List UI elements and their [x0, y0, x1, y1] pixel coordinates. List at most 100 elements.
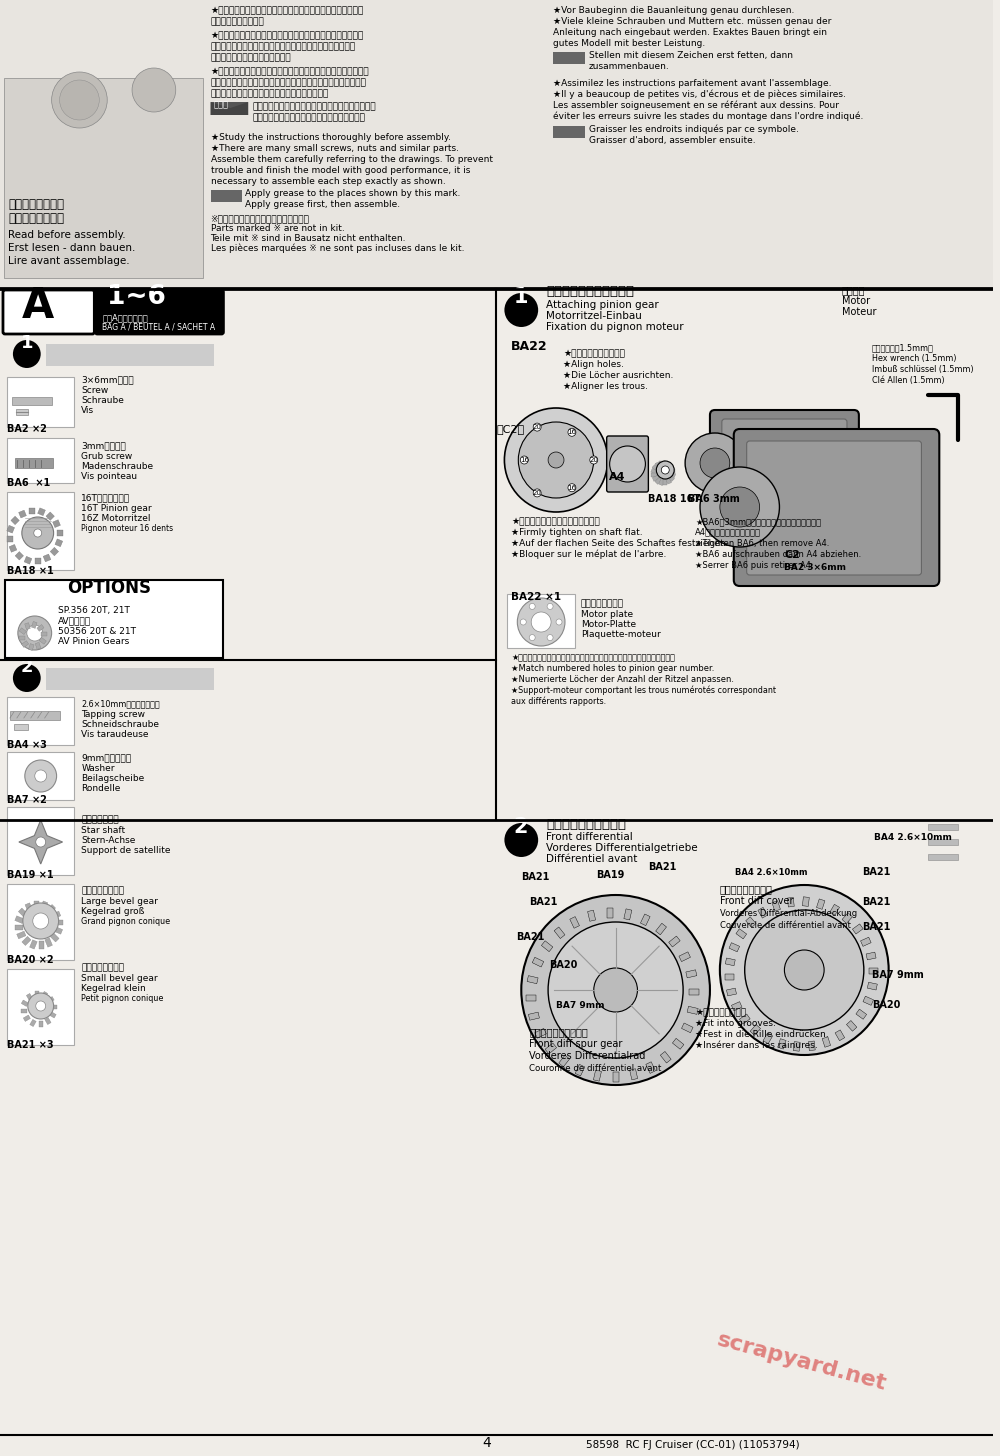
Text: 20: 20: [533, 489, 542, 496]
Bar: [593, 1070, 601, 1082]
Text: Rondelle: Rondelle: [81, 783, 121, 794]
Circle shape: [520, 456, 528, 464]
Text: 16Tピニオンギヤ: 16Tピニオンギヤ: [81, 494, 131, 502]
Circle shape: [656, 462, 674, 479]
Bar: [535, 1028, 546, 1038]
Text: BA7 9mm: BA7 9mm: [556, 1002, 605, 1010]
Text: モータープレート: モータープレート: [581, 598, 624, 609]
Bar: [778, 1038, 786, 1050]
Bar: [690, 464, 702, 475]
Circle shape: [504, 408, 608, 513]
Text: Erst lesen - dann bauen.: Erst lesen - dann bauen.: [8, 243, 135, 253]
Bar: [672, 1038, 684, 1050]
FancyBboxPatch shape: [722, 419, 847, 507]
Text: Tapping screw: Tapping screw: [81, 711, 145, 719]
Text: Motor plate: Motor plate: [581, 610, 633, 619]
Bar: [736, 929, 747, 939]
Text: ★Tighten BA6, then remove A4.: ★Tighten BA6, then remove A4.: [695, 539, 829, 547]
Text: BA21: BA21: [862, 922, 890, 932]
Bar: [652, 464, 659, 472]
Text: ★Aligner les trous.: ★Aligner les trous.: [563, 381, 648, 392]
Text: Stellen mit diesem Zeichen erst fetten, dann: Stellen mit diesem Zeichen erst fetten, …: [589, 51, 793, 60]
Bar: [7, 438, 74, 483]
Bar: [507, 594, 575, 648]
Bar: [50, 933, 59, 942]
Bar: [663, 479, 667, 485]
Bar: [55, 539, 63, 546]
Bar: [532, 957, 544, 967]
Bar: [808, 1041, 815, 1051]
Circle shape: [36, 837, 46, 847]
Text: 16Z Motorritzel: 16Z Motorritzel: [81, 514, 151, 523]
Bar: [37, 625, 44, 632]
Bar: [725, 958, 735, 965]
Text: BA21: BA21: [516, 932, 545, 942]
Text: BA22 ×1: BA22 ×1: [511, 593, 561, 601]
Circle shape: [13, 341, 41, 368]
Bar: [646, 1061, 655, 1073]
Bar: [7, 492, 74, 569]
Text: BA4 2.6×10mm: BA4 2.6×10mm: [735, 868, 807, 877]
Text: ★Il y a beaucoup de petites vis, d'écrous et de pièces similaires.: ★Il y a beaucoup de petites vis, d'écrou…: [553, 89, 846, 99]
Bar: [607, 909, 613, 917]
Text: 1: 1: [21, 333, 33, 352]
Text: Front differential: Front differential: [546, 831, 633, 842]
Text: 図をよく見てゆっくり確実に組んでください。金属部品は少し多: 図をよく見てゆっくり確実に組んでください。金属部品は少し多: [211, 79, 366, 87]
Circle shape: [18, 616, 52, 649]
Bar: [53, 926, 63, 935]
Text: ★Firmly tighten on shaft flat.: ★Firmly tighten on shaft flat.: [511, 529, 643, 537]
Circle shape: [547, 603, 553, 610]
Text: Les assembler soigneusement en se référant aux dessins. Pour: Les assembler soigneusement en se référa…: [553, 100, 839, 111]
Bar: [793, 1041, 800, 1051]
Circle shape: [35, 770, 47, 782]
Circle shape: [25, 760, 57, 792]
Bar: [686, 970, 697, 978]
Bar: [11, 517, 19, 524]
Circle shape: [610, 446, 645, 482]
Circle shape: [36, 1002, 46, 1010]
Text: 袋詰Aを使用します: 袋詰Aを使用します: [102, 313, 148, 322]
Text: をつかんでください。: をつかんでください。: [211, 17, 264, 26]
Bar: [15, 925, 23, 930]
Text: AVピニオン: AVピニオン: [58, 616, 91, 625]
Bar: [669, 469, 675, 473]
Bar: [667, 464, 674, 470]
Bar: [725, 974, 734, 980]
Text: ★Auf der flachen Seite des Schaftes festziehen.: ★Auf der flachen Seite des Schaftes fest…: [511, 539, 729, 547]
Bar: [16, 409, 28, 415]
FancyBboxPatch shape: [710, 411, 859, 515]
Bar: [739, 1013, 750, 1024]
Bar: [47, 996, 54, 1003]
Circle shape: [594, 968, 637, 1012]
Circle shape: [518, 422, 594, 498]
Text: C2: C2: [784, 550, 800, 561]
Bar: [802, 897, 809, 907]
Text: A: A: [22, 285, 54, 328]
Bar: [46, 668, 214, 690]
Circle shape: [533, 424, 541, 431]
Bar: [816, 898, 825, 910]
Circle shape: [685, 432, 745, 494]
FancyBboxPatch shape: [734, 430, 939, 585]
Bar: [15, 459, 53, 467]
Text: BA19 ×1: BA19 ×1: [7, 871, 54, 879]
Bar: [630, 1069, 638, 1080]
Bar: [731, 1002, 742, 1010]
Circle shape: [568, 483, 576, 492]
Text: ベベルギヤ（小）: ベベルギヤ（小）: [81, 962, 124, 973]
Text: ★Bloquer sur le méplat de l'arbre.: ★Bloquer sur le méplat de l'arbre.: [511, 549, 667, 559]
Circle shape: [556, 619, 562, 625]
Circle shape: [52, 71, 107, 128]
Circle shape: [661, 466, 669, 475]
Circle shape: [34, 529, 42, 537]
Bar: [613, 1072, 619, 1082]
Bar: [687, 1006, 698, 1015]
Bar: [7, 536, 13, 542]
Text: Screw: Screw: [81, 386, 109, 395]
Bar: [553, 52, 585, 64]
Text: Kegelrad groß: Kegelrad groß: [81, 907, 145, 916]
Bar: [39, 941, 44, 949]
Text: Moteur: Moteur: [842, 307, 877, 317]
Bar: [35, 642, 41, 649]
Bar: [651, 469, 658, 475]
